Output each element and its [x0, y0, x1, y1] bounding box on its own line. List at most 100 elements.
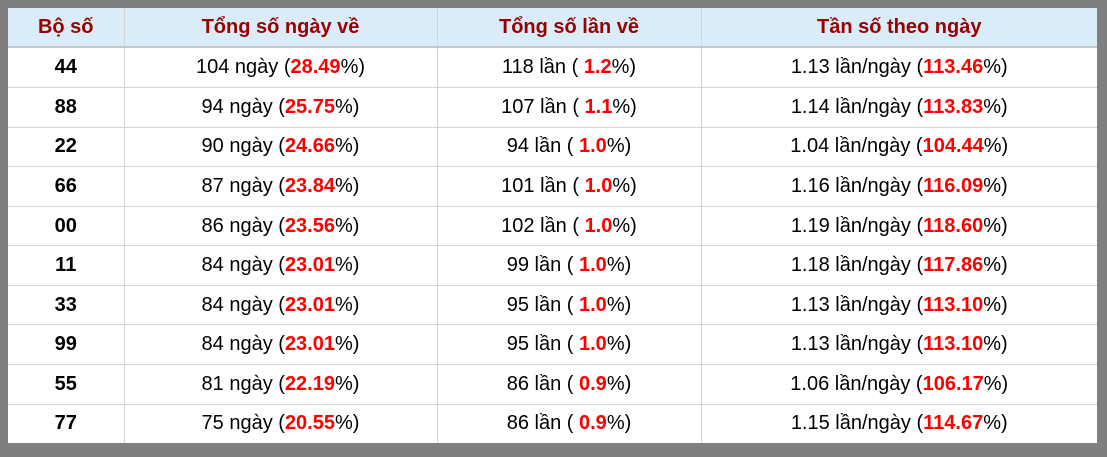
freq-percent: 116.09	[923, 174, 984, 197]
table-row: 22 90 ngày (24.66%) 94 lần ( 1.0%) 1.04 …	[8, 126, 1097, 167]
times-text: 95 lần (	[506, 293, 579, 316]
pair-number: 77	[8, 403, 124, 443]
days-close: %)	[335, 372, 360, 395]
days-text: 84 ngày (	[201, 254, 285, 277]
pair-number: 33	[8, 284, 124, 325]
days-cell: 94 ngày (25.75%)	[123, 86, 437, 128]
table-row: 66 87 ngày (23.84%) 101 lần ( 1.0%) 1.16…	[8, 166, 1097, 207]
freq-close: %)	[983, 174, 1008, 197]
times-percent: 1.0	[584, 214, 613, 237]
times-text: 99 lần (	[506, 254, 579, 277]
freq-cell: 1.04 lần/ngày (104.44%)	[700, 126, 1097, 167]
freq-cell: 1.06 lần/ngày (106.17%)	[700, 364, 1097, 405]
days-text: 75 ngày (	[201, 412, 285, 435]
freq-cell: 1.14 lần/ngày (113.83%)	[700, 86, 1097, 128]
freq-text: 1.04 lần/ngày (	[790, 135, 923, 158]
freq-cell: 1.15 lần/ngày (114.67%)	[700, 403, 1097, 443]
days-cell: 86 ngày (23.56%)	[123, 205, 437, 246]
times-cell: 118 lần ( 1.2%)	[436, 47, 701, 88]
times-cell: 102 lần ( 1.0%)	[436, 205, 701, 246]
times-text: 102 lần (	[501, 214, 585, 237]
pair-number: 99	[8, 324, 124, 365]
times-close: %)	[606, 254, 632, 277]
freq-close: %)	[983, 254, 1008, 277]
times-text: 101 lần (	[501, 174, 585, 197]
times-percent: 1.1	[584, 95, 613, 118]
freq-percent: 104.44	[922, 135, 984, 158]
freq-close: %)	[983, 214, 1008, 237]
table-row: 99 84 ngày (23.01%) 95 lần ( 1.0%) 1.13 …	[8, 324, 1097, 365]
times-percent: 1.0	[579, 135, 607, 158]
days-percent: 28.49	[290, 55, 341, 78]
days-close: %)	[335, 95, 360, 118]
times-cell: 99 lần ( 1.0%)	[436, 245, 701, 286]
days-cell: 87 ngày (23.84%)	[123, 166, 437, 207]
times-close: %)	[612, 214, 637, 237]
freq-cell: 1.13 lần/ngày (113.46%)	[700, 47, 1097, 88]
header-row: Bộ số Tổng số ngày về Tổng số lần về Tần…	[8, 8, 1097, 48]
times-cell: 95 lần ( 1.0%)	[436, 324, 701, 365]
days-cell: 84 ngày (23.01%)	[123, 324, 437, 365]
pair-number: 11	[8, 245, 124, 286]
table-row: 11 84 ngày (23.01%) 99 lần ( 1.0%) 1.18 …	[8, 245, 1097, 286]
days-text: 84 ngày (	[201, 293, 285, 316]
times-text: 107 lần (	[501, 95, 585, 118]
times-close: %)	[606, 412, 632, 435]
days-percent: 24.66	[284, 135, 335, 158]
freq-percent: 113.46	[923, 55, 984, 78]
times-text: 86 lần (	[506, 412, 579, 435]
times-percent: 0.9	[579, 372, 607, 395]
times-cell: 95 lần ( 1.0%)	[436, 284, 701, 325]
days-text: 84 ngày (	[201, 333, 285, 356]
freq-percent: 114.67	[923, 412, 984, 435]
days-close: %)	[335, 293, 360, 316]
times-percent: 1.0	[579, 333, 607, 356]
freq-percent: 113.10	[923, 333, 984, 356]
times-percent: 1.0	[584, 174, 613, 197]
days-text: 86 ngày (	[201, 214, 285, 237]
pair-statistics-table: Bộ số Tổng số ngày về Tổng số lần về Tần…	[8, 8, 1097, 443]
header-pair: Bộ số	[8, 8, 124, 48]
days-close: %)	[335, 333, 360, 356]
days-close: %)	[335, 174, 360, 197]
times-cell: 107 lần ( 1.1%)	[436, 86, 701, 128]
freq-text: 1.06 lần/ngày (	[790, 372, 923, 395]
times-percent: 1.0	[579, 254, 607, 277]
freq-close: %)	[983, 333, 1008, 356]
days-close: %)	[335, 135, 360, 158]
table-row: 44 104 ngày (28.49%) 118 lần ( 1.2%) 1.1…	[8, 47, 1097, 88]
freq-cell: 1.19 lần/ngày (118.60%)	[700, 205, 1097, 246]
days-text: 81 ngày (	[201, 372, 285, 395]
table-row: 33 84 ngày (23.01%) 95 lần ( 1.0%) 1.13 …	[8, 284, 1097, 325]
days-cell: 104 ngày (28.49%)	[123, 47, 437, 88]
header-total-times: Tổng số lần về	[436, 8, 701, 48]
freq-close: %)	[983, 55, 1008, 78]
freq-percent: 113.10	[923, 293, 984, 316]
days-text: 104 ngày (	[195, 55, 291, 78]
times-percent: 1.0	[579, 293, 607, 316]
freq-text: 1.13 lần/ngày (	[790, 333, 924, 356]
table-row: 88 94 ngày (25.75%) 107 lần ( 1.1%) 1.14…	[8, 86, 1097, 128]
days-percent: 23.01	[284, 293, 335, 316]
pair-number: 55	[8, 364, 124, 405]
days-percent: 22.19	[284, 372, 335, 395]
days-cell: 84 ngày (23.01%)	[123, 245, 437, 286]
days-percent: 23.01	[284, 333, 335, 356]
times-text: 86 lần (	[506, 372, 579, 395]
days-close: %)	[335, 412, 360, 435]
freq-close: %)	[983, 412, 1008, 435]
pair-number: 00	[8, 205, 124, 246]
days-percent: 23.84	[284, 174, 335, 197]
times-cell: 86 lần ( 0.9%)	[436, 364, 701, 405]
days-close: %)	[335, 214, 360, 237]
freq-percent: 106.17	[922, 372, 984, 395]
freq-text: 1.19 lần/ngày (	[790, 214, 924, 237]
days-cell: 90 ngày (24.66%)	[123, 126, 437, 167]
freq-text: 1.16 lần/ngày (	[790, 174, 924, 197]
pair-number: 66	[8, 166, 124, 207]
freq-text: 1.13 lần/ngày (	[790, 293, 924, 316]
times-cell: 86 lần ( 0.9%)	[436, 403, 701, 443]
days-percent: 20.55	[284, 412, 335, 435]
freq-text: 1.15 lần/ngày (	[790, 412, 924, 435]
freq-close: %)	[983, 95, 1008, 118]
